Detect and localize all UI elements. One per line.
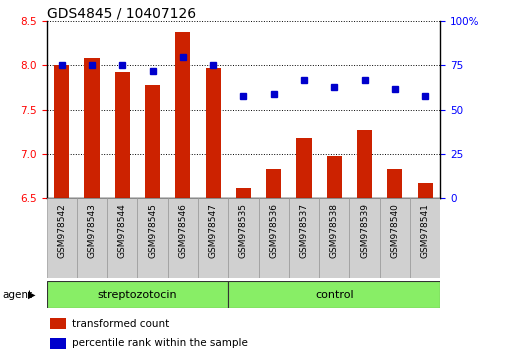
FancyBboxPatch shape	[379, 198, 409, 278]
Bar	[84, 58, 99, 198]
Bar	[266, 169, 281, 198]
Bar	[235, 188, 250, 198]
FancyBboxPatch shape	[348, 198, 379, 278]
Text: GSM978541: GSM978541	[420, 203, 429, 258]
Bar	[296, 138, 311, 198]
Text: GSM978544: GSM978544	[118, 203, 127, 258]
FancyBboxPatch shape	[77, 198, 107, 278]
FancyBboxPatch shape	[288, 198, 319, 278]
FancyBboxPatch shape	[46, 281, 228, 308]
FancyBboxPatch shape	[409, 198, 439, 278]
Bar	[205, 68, 220, 198]
Bar	[175, 32, 190, 198]
Text: GSM978537: GSM978537	[299, 203, 308, 258]
Text: GSM978539: GSM978539	[359, 203, 368, 258]
Text: GSM978538: GSM978538	[329, 203, 338, 258]
Bar	[326, 156, 341, 198]
Text: GSM978535: GSM978535	[238, 203, 247, 258]
Text: control: control	[314, 290, 353, 300]
Text: ▶: ▶	[28, 290, 35, 300]
Text: percentile rank within the sample: percentile rank within the sample	[72, 338, 247, 348]
Bar	[386, 169, 401, 198]
FancyBboxPatch shape	[167, 198, 197, 278]
Text: GSM978543: GSM978543	[87, 203, 96, 258]
Bar	[50, 318, 66, 329]
FancyBboxPatch shape	[258, 198, 288, 278]
Text: GSM978545: GSM978545	[148, 203, 157, 258]
Text: GSM978546: GSM978546	[178, 203, 187, 258]
Text: transformed count: transformed count	[72, 319, 169, 329]
FancyBboxPatch shape	[228, 198, 258, 278]
Text: GSM978547: GSM978547	[208, 203, 217, 258]
FancyBboxPatch shape	[228, 281, 439, 308]
Text: GSM978536: GSM978536	[269, 203, 278, 258]
Bar	[145, 85, 160, 198]
Bar	[356, 130, 371, 198]
FancyBboxPatch shape	[46, 198, 77, 278]
Text: GDS4845 / 10407126: GDS4845 / 10407126	[46, 6, 195, 20]
Bar	[417, 183, 432, 198]
Bar	[50, 338, 66, 348]
Text: GSM978542: GSM978542	[57, 203, 66, 258]
Text: streptozotocin: streptozotocin	[97, 290, 177, 300]
FancyBboxPatch shape	[107, 198, 137, 278]
FancyBboxPatch shape	[197, 198, 228, 278]
Text: agent: agent	[3, 290, 33, 300]
FancyBboxPatch shape	[319, 198, 348, 278]
Text: GSM978540: GSM978540	[389, 203, 398, 258]
FancyBboxPatch shape	[137, 198, 167, 278]
Bar	[115, 72, 130, 198]
Bar	[54, 65, 69, 198]
